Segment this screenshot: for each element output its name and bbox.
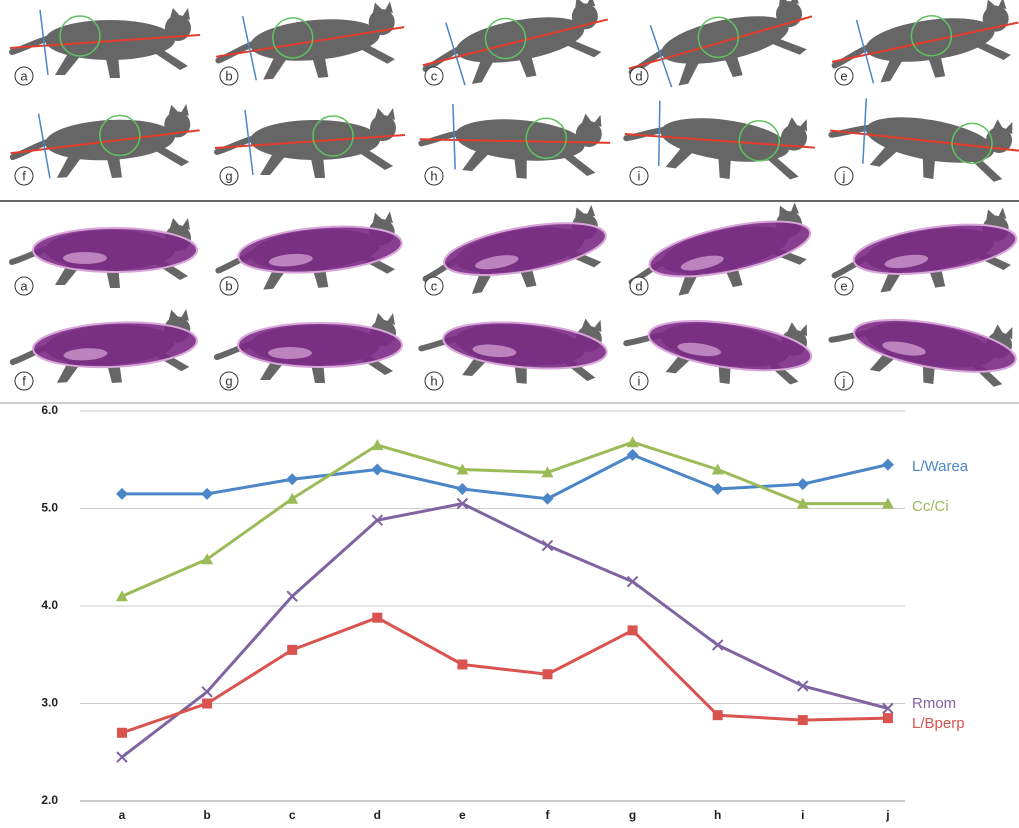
cat-panel: [418, 203, 612, 304]
panel-label: a: [20, 68, 28, 83]
marker: [713, 710, 723, 720]
marker: [371, 439, 383, 450]
panel-label: e: [840, 278, 847, 293]
panel-label: a: [20, 278, 28, 293]
legend-label: Cc/Ci: [912, 498, 949, 515]
x-tick-label: j: [885, 808, 889, 822]
cat-panel: [215, 108, 405, 178]
series-line: [122, 442, 888, 596]
cat-panel: [827, 0, 1019, 92]
cat-panel: [217, 313, 402, 383]
panel-label: h: [430, 168, 437, 183]
cat-panel: [10, 308, 198, 388]
panel-label: c: [431, 68, 438, 83]
page: {"panels": { "top": {"labels": ["a", "b"…: [0, 0, 1019, 828]
marker: [797, 478, 809, 490]
fit-ellipse: [850, 310, 1019, 382]
marker: [202, 687, 212, 697]
cat-panel: [417, 99, 612, 185]
panel-label: c: [431, 278, 438, 293]
cat-panel: [623, 300, 816, 395]
legend-label: L/Warea: [912, 458, 969, 475]
series-line: [122, 618, 888, 733]
panel-label: j: [842, 373, 846, 388]
cat-panel: [12, 218, 197, 288]
marker: [371, 464, 383, 476]
marker: [712, 483, 724, 495]
ellipse-highlight: [63, 252, 107, 264]
x-tick-label: c: [289, 808, 296, 822]
marker: [116, 488, 128, 500]
cat-panel: [416, 0, 615, 95]
marker: [627, 449, 639, 461]
ellipse-highlight: [268, 347, 312, 359]
cat-panel: [621, 94, 819, 190]
marker: [627, 436, 639, 447]
x-tick-label: g: [629, 808, 636, 822]
cat-panel: [622, 201, 818, 308]
x-tick-label: e: [459, 808, 466, 822]
marker: [883, 713, 893, 723]
y-tick-label: 5.0: [41, 501, 58, 515]
y-tick-label: 2.0: [41, 793, 58, 807]
marker: [202, 699, 212, 709]
marker: [372, 613, 382, 623]
x-tick-label: h: [714, 808, 721, 822]
marker: [456, 483, 468, 495]
marker: [287, 591, 297, 601]
fit-ellipse: [236, 221, 403, 279]
y-tick-label: 3.0: [41, 696, 58, 710]
cat-body: [453, 9, 588, 71]
x-tick-label: f: [546, 808, 551, 822]
cat-panel: [8, 103, 201, 183]
panel-label: f: [22, 168, 26, 183]
panel-label: e: [840, 68, 847, 83]
cat-panel: [213, 0, 408, 86]
marker: [117, 752, 127, 762]
cat-panel: [621, 0, 821, 98]
marker: [882, 459, 894, 471]
legend-label: L/Bperp: [912, 715, 965, 732]
marker: [457, 660, 467, 670]
y-tick-label: 6.0: [41, 403, 58, 417]
panel-label: i: [638, 168, 641, 183]
x-tick-label: d: [374, 808, 381, 822]
cat-panel: [10, 8, 200, 78]
panel-label: d: [635, 278, 642, 293]
panel-label: g: [225, 168, 232, 183]
marker: [798, 715, 808, 725]
panel-label: i: [638, 373, 641, 388]
cat-panel: [215, 211, 405, 297]
marker: [628, 625, 638, 635]
x-tick-label: b: [203, 808, 210, 822]
panel-label: d: [635, 68, 642, 83]
legend-label: Rmom: [912, 695, 956, 712]
marker: [713, 640, 723, 650]
fit-ellipse: [238, 323, 402, 367]
marker: [201, 488, 213, 500]
y-tick-label: 4.0: [41, 598, 58, 612]
marker: [117, 728, 127, 738]
marker: [287, 645, 297, 655]
figure: a b c d e f g h i j a b c d e f g h i j 2.0 3.0 4.0 5.0 6.0 a b c d e…: [0, 0, 1019, 828]
marker: [543, 669, 553, 679]
cat-panel: [827, 296, 1019, 397]
panel-label: g: [225, 373, 232, 388]
panel-label: h: [430, 373, 437, 388]
panel-label: b: [225, 68, 232, 83]
marker: [542, 493, 554, 505]
cat-panel: [825, 91, 1019, 193]
cat-panel: [829, 206, 1019, 301]
cat-panel: [419, 305, 609, 391]
x-tick-label: i: [801, 808, 804, 822]
panel-label: f: [22, 373, 26, 388]
fit-ellipse: [33, 228, 197, 272]
panel-label: j: [842, 168, 846, 183]
panel-label: b: [225, 278, 232, 293]
x-tick-label: a: [119, 808, 126, 822]
marker: [286, 473, 298, 485]
